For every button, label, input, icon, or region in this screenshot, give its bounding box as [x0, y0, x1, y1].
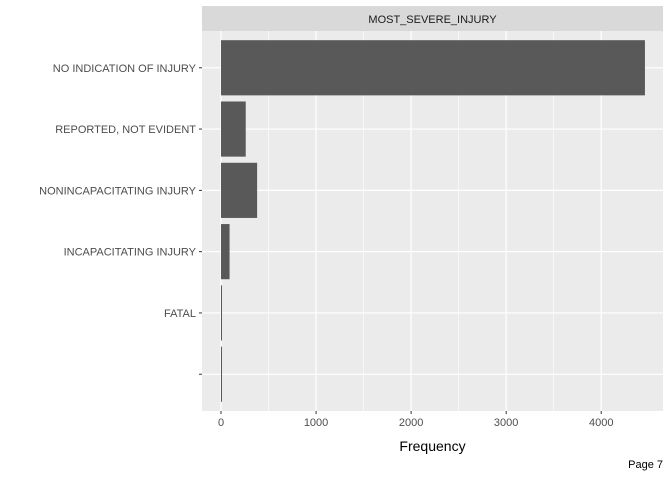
y-tick-label: NONINCAPACITATING INJURY — [39, 185, 197, 197]
facet-label: MOST_SEVERE_INJURY — [368, 14, 497, 26]
y-axis-ticks: NO INDICATION OF INJURY REPORTED, NOT EVI… — [39, 63, 202, 375]
x-tick-label: 2000 — [399, 417, 423, 429]
bar — [221, 224, 230, 280]
page-number-label: Page 7 — [628, 459, 663, 471]
bars — [221, 40, 645, 402]
bar — [221, 285, 223, 341]
x-tick-label: 3000 — [494, 417, 518, 429]
y-tick-label: INCAPACITATING INJURY — [64, 247, 197, 259]
bar — [221, 101, 246, 157]
y-tick-label: NO INDICATION OF INJURY — [53, 63, 197, 75]
x-axis-title: Frequency — [399, 438, 465, 454]
x-tick-label: 0 — [218, 417, 224, 429]
y-tick-label: REPORTED, NOT EVIDENT — [55, 124, 196, 136]
bar — [221, 346, 223, 402]
bar — [221, 162, 258, 218]
facet-strip — [202, 6, 663, 31]
x-tick-label: 1000 — [304, 417, 328, 429]
bar — [221, 40, 645, 96]
x-tick-label: 4000 — [589, 417, 613, 429]
y-tick-label: FATAL — [164, 308, 196, 320]
x-axis-ticks: 0 1000 2000 3000 4000 — [218, 411, 613, 429]
